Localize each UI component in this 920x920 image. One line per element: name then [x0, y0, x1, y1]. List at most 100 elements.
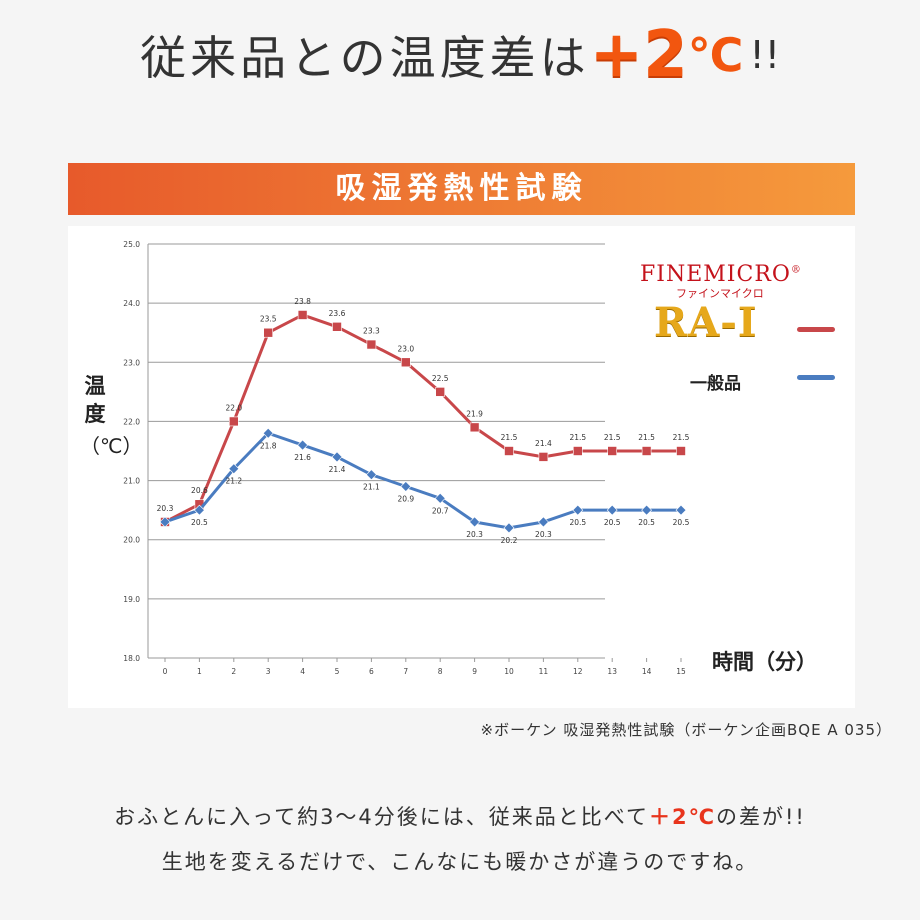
data-label-rai: 21.4 [535, 439, 552, 448]
data-label-general: 20.7 [432, 506, 449, 515]
data-label-rai: 22.5 [432, 374, 449, 383]
data-point-rai [366, 339, 377, 350]
data-label-rai: 21.5 [638, 433, 655, 442]
data-label-rai: 23.8 [294, 297, 311, 306]
data-point-rai [263, 327, 274, 338]
x-tick-label: 9 [472, 667, 477, 676]
y-tick-label: 25.0 [123, 240, 140, 249]
y-axis-unit: （℃） [80, 432, 142, 460]
data-point-general [434, 492, 446, 504]
data-label-general: 20.5 [638, 518, 655, 527]
y-tick-label: 21.0 [123, 477, 140, 486]
data-label-rai: 21.5 [604, 433, 621, 442]
data-point-rai [297, 310, 308, 320]
data-point-general [641, 504, 653, 516]
body-line-1-b: の差が!! [716, 805, 806, 829]
data-point-general [469, 516, 481, 528]
data-label-general: 20.5 [569, 518, 586, 527]
data-point-general [159, 516, 171, 528]
chart-panel [68, 226, 855, 708]
body-line-1-a: おふとんに入って約3〜4分後には、従来品と比べて [114, 805, 649, 829]
finemicro-logo: FINEMICRO® ファインマイクロ RA-I [640, 262, 802, 346]
data-label-rai: 21.5 [569, 433, 586, 442]
data-label-general: 21.6 [294, 453, 311, 462]
data-label-rai: 20.3 [157, 504, 174, 513]
data-label-rai: 20.6 [191, 486, 208, 495]
data-label-rai: 23.0 [397, 344, 414, 353]
y-tick-label: 23.0 [123, 358, 140, 367]
x-tick-label: 3 [266, 667, 271, 676]
data-label-general: 20.3 [466, 530, 483, 539]
data-point-general [572, 504, 584, 516]
headline-highlight: +2 [589, 18, 688, 92]
source-note: ※ボーケン 吸湿発熱性試験（ボーケン企画BQE A 035） [480, 721, 892, 739]
data-point-rai [504, 446, 514, 456]
data-label-rai: 23.5 [260, 315, 277, 324]
data-point-general [400, 481, 412, 492]
data-point-general [262, 427, 274, 439]
x-tick-label: 13 [607, 667, 617, 676]
data-label-rai: 23.3 [363, 327, 380, 336]
logo-brand: FINEMICRO® [640, 262, 802, 287]
data-label-rai: 23.6 [329, 309, 346, 318]
data-label-general: 21.2 [225, 477, 242, 486]
logo-product: RA-I [654, 299, 758, 346]
headline-suffix: !! [749, 33, 780, 77]
data-point-rai [538, 452, 549, 462]
chart-banner: 吸湿発熱性試験 [68, 163, 855, 215]
data-point-general [675, 504, 687, 516]
data-label-general: 21.4 [329, 465, 346, 474]
headline: 従来品との温度差は+2℃!! [0, 18, 920, 92]
x-tick-label: 1 [197, 667, 202, 676]
data-point-general [537, 516, 549, 528]
y-axis-label: 温 度 （℃） [80, 372, 142, 460]
data-point-rai [332, 321, 342, 332]
data-point-rai [676, 446, 686, 456]
x-tick-label: 4 [300, 667, 305, 676]
data-label-general: 20.9 [397, 494, 414, 503]
y-tick-label: 22.0 [123, 417, 140, 426]
y-axis-label-char-1: 温 [84, 374, 106, 398]
data-label-rai: 21.5 [501, 433, 518, 442]
series-line-general [164, 431, 681, 530]
y-axis-label-char-2: 度 [84, 402, 106, 426]
data-label-general: 20.5 [604, 518, 621, 527]
data-point-rai [641, 446, 652, 456]
data-point-rai [572, 446, 583, 456]
y-tick-label: 19.0 [123, 595, 140, 604]
data-point-general [606, 504, 618, 516]
x-tick-label: 7 [403, 667, 408, 676]
data-label-general: 20.5 [673, 518, 690, 527]
x-tick-label: 15 [676, 667, 686, 676]
data-point-general [365, 469, 377, 481]
x-tick-label: 10 [504, 667, 514, 676]
legend-rai-line [797, 327, 835, 332]
x-axis-label: 時間（分） [712, 650, 817, 674]
data-point-general [297, 439, 309, 451]
data-point-general [193, 504, 205, 516]
headline-unit: ℃ [687, 28, 744, 82]
headline-text: 従来品との温度差は [140, 31, 590, 85]
x-tick-label: 12 [573, 667, 583, 676]
data-point-general [228, 463, 240, 475]
data-point-general [331, 451, 343, 463]
y-tick-label: 20.0 [123, 536, 140, 545]
legend-general-label: 一般品 [690, 374, 741, 394]
body-line-1-highlight: ＋2℃ [648, 805, 717, 829]
x-tick-label: 6 [369, 667, 374, 676]
data-point-rai [435, 387, 446, 397]
x-tick-label: 5 [335, 667, 340, 676]
data-label-general: 21.1 [363, 483, 380, 492]
data-label-rai: 21.9 [466, 409, 483, 418]
x-tick-label: 0 [163, 667, 168, 676]
data-point-general [503, 522, 515, 534]
data-label-general: 20.3 [535, 530, 552, 539]
data-point-rai [400, 357, 411, 368]
legend-general-line [797, 375, 835, 380]
data-label-rai: 22.0 [225, 403, 242, 412]
data-point-rai [607, 446, 618, 456]
data-label-general: 20.5 [191, 518, 208, 527]
x-tick-label: 8 [438, 667, 443, 676]
logo-kana: ファインマイクロ [676, 287, 764, 300]
